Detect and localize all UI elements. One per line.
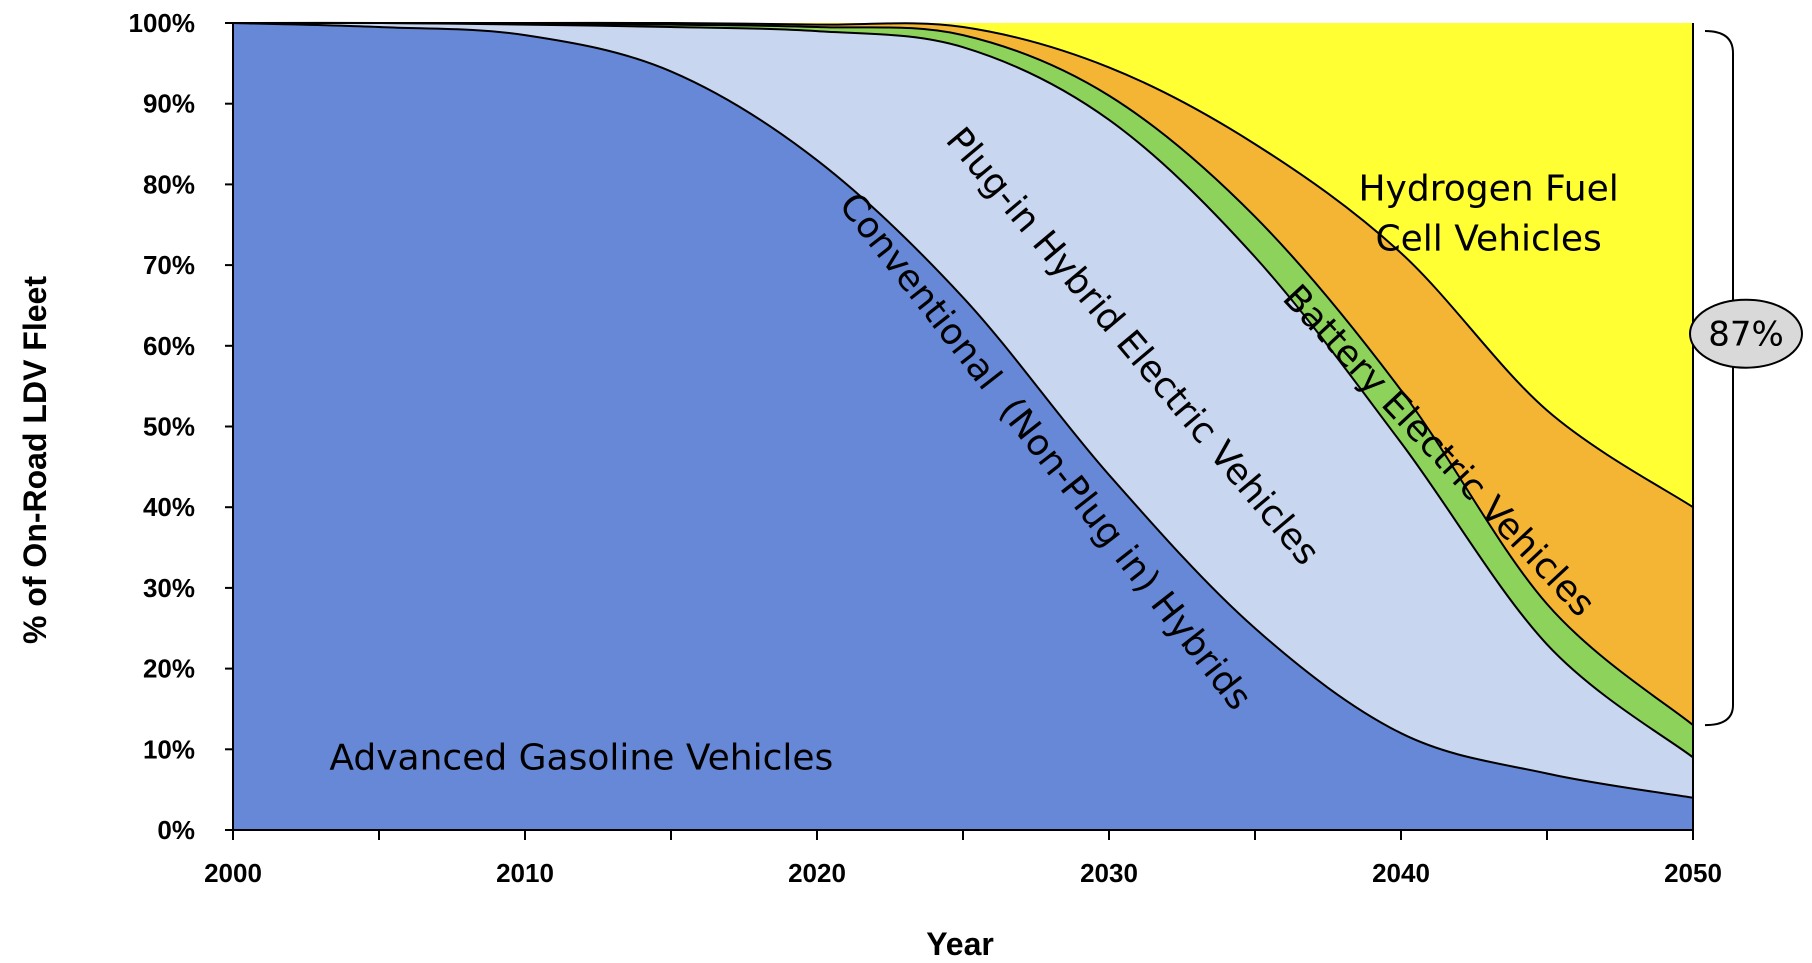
callout-bubble [1689,298,1803,369]
area-hydrogen-fuel-cell-vehicles [233,22,1693,508]
series-areas [233,22,1693,830]
axes: 0% 10% 20% 30% 40% 50% 60% 70% 80% 90% 100% 2000 201… [129,8,1722,888]
area-conventional-non-plug-in-hybrids [233,22,1693,798]
y-axis-title: % of On-Road LDV Fleet [17,276,53,644]
y-tick-label: 10% [143,734,195,764]
callout: 87% [1689,30,1803,727]
x-tick-label: 2030 [1080,858,1138,888]
area-battery-electric-vehicles [233,22,1693,726]
x-tick-label: 2000 [204,858,262,888]
series-boundary-line [232,22,1694,799]
y-tick-label: 80% [143,169,195,199]
x-axis-title: Year [926,926,994,962]
y-tick-label: 100% [129,8,196,38]
callout-label: 87% [1708,315,1784,355]
bracket [1704,30,1734,727]
x-tick-label: 2050 [1664,858,1722,888]
y-tick-label: 30% [143,573,195,603]
area-advanced-gasoline-vehicles [233,23,1693,830]
y-tick-label: 90% [143,89,195,119]
y-tick-label: 0% [157,815,195,845]
series-label: Advanced Gasoline Vehicles [329,738,833,779]
y-tick-label: 70% [143,250,195,280]
y-tick-label: 40% [143,492,195,522]
x-tick-label: 2010 [496,858,554,888]
x-tick-label: 2040 [1372,858,1430,888]
y-tick-label: 60% [143,331,195,361]
series-label: Hydrogen Fuel Cell Vehicles [1358,169,1618,260]
series-boundaries [232,21,1694,799]
y-tick-label: 20% [143,654,195,684]
y-tick-label: 50% [143,412,195,442]
series-boundary-line [233,21,1694,509]
x-tick-label: 2020 [788,858,846,888]
